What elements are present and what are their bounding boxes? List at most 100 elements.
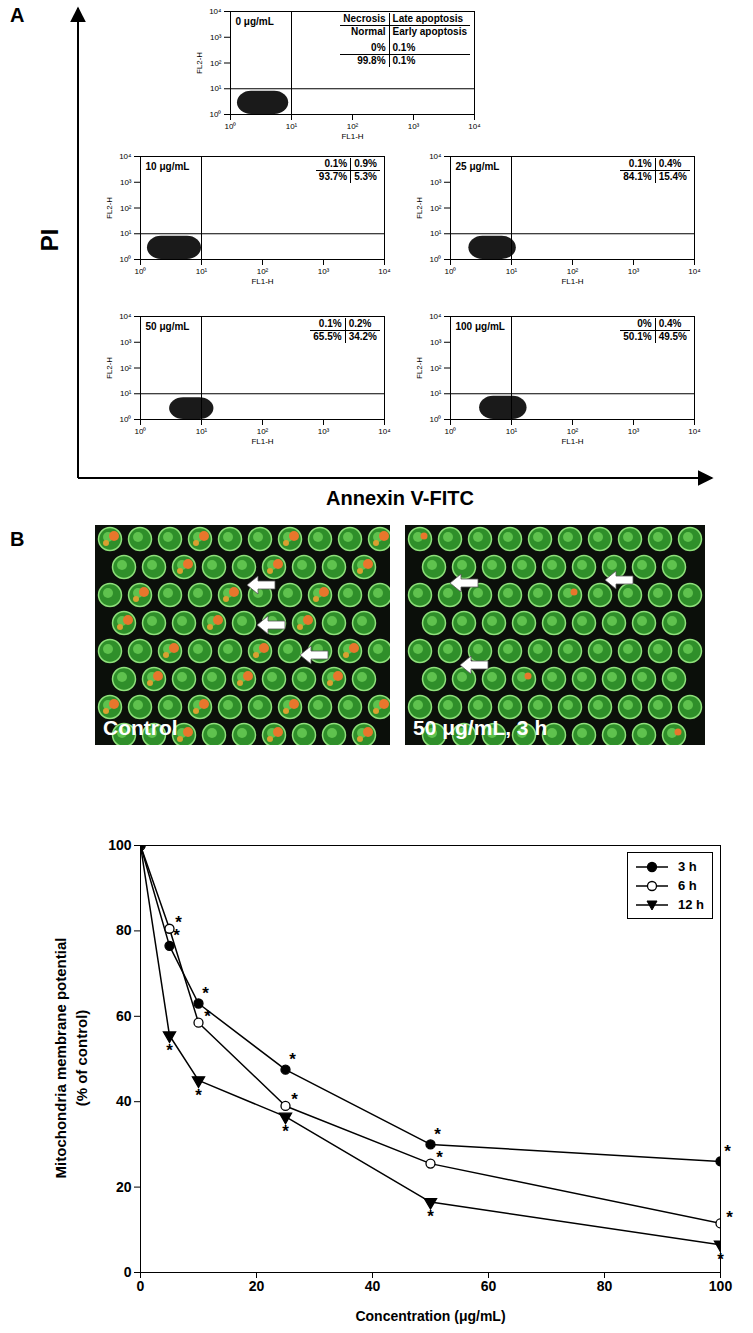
svg-text:PI: PI <box>36 229 63 252</box>
svg-text:*: * <box>434 1125 441 1144</box>
svg-text:FL2-H: FL2-H <box>415 197 424 219</box>
svg-text:10²: 10² <box>257 427 269 436</box>
svg-text:FL1-H: FL1-H <box>251 277 273 286</box>
svg-text:FL1-H: FL1-H <box>251 437 273 446</box>
svg-text:*: * <box>195 1086 202 1105</box>
svg-text:10²: 10² <box>567 267 579 276</box>
svg-text:80: 80 <box>597 1278 613 1294</box>
svg-text:10²: 10² <box>430 364 442 373</box>
svg-text:10³: 10³ <box>628 267 640 276</box>
svg-text:10¹: 10¹ <box>286 122 298 131</box>
svg-text:*: * <box>175 913 182 932</box>
html-text:6 h: 6 h <box>678 878 697 893</box>
svg-text:20: 20 <box>116 1179 132 1195</box>
svg-text:10⁰: 10⁰ <box>430 255 442 264</box>
svg-text:10⁰: 10⁰ <box>210 110 222 119</box>
svg-text:*: * <box>202 984 209 1003</box>
svg-text:10⁴: 10⁴ <box>378 427 391 436</box>
svg-text:20: 20 <box>249 1278 265 1294</box>
svg-text:10³: 10³ <box>318 427 330 436</box>
svg-text:10²: 10² <box>257 267 269 276</box>
svg-text:*: * <box>724 1142 731 1161</box>
svg-text:Concentration (μg/mL): Concentration (μg/mL) <box>355 1308 505 1324</box>
svg-text:10⁰: 10⁰ <box>225 122 237 131</box>
svg-text:10⁰: 10⁰ <box>135 427 147 436</box>
svg-text:100: 100 <box>108 837 132 853</box>
svg-text:10⁴: 10⁴ <box>378 267 391 276</box>
svg-text:100: 100 <box>709 1278 733 1294</box>
svg-text:40: 40 <box>365 1278 381 1294</box>
svg-text:FL2-H: FL2-H <box>105 357 114 379</box>
svg-text:FL1-H: FL1-H <box>561 277 583 286</box>
svg-text:*: * <box>427 1207 434 1226</box>
svg-text:10⁴: 10⁴ <box>429 312 442 321</box>
svg-text:10²: 10² <box>430 204 442 213</box>
svg-text:10¹: 10¹ <box>210 84 222 93</box>
svg-text:10³: 10³ <box>430 178 442 187</box>
svg-text:40: 40 <box>116 1093 132 1109</box>
svg-text:10³: 10³ <box>628 427 640 436</box>
svg-text:10³: 10³ <box>210 33 222 42</box>
svg-text:10⁴: 10⁴ <box>688 267 701 276</box>
svg-text:FL2-H: FL2-H <box>105 197 114 219</box>
svg-text:60: 60 <box>116 1008 132 1024</box>
svg-text:A: A <box>10 4 24 26</box>
svg-text:FL2-H: FL2-H <box>195 52 204 74</box>
svg-text:10⁴: 10⁴ <box>688 427 701 436</box>
svg-text:10³: 10³ <box>408 122 420 131</box>
svg-text:Annexin V-FITC: Annexin V-FITC <box>326 487 474 509</box>
svg-text:10³: 10³ <box>120 338 132 347</box>
svg-text:FL2-H: FL2-H <box>415 357 424 379</box>
svg-text:10⁴: 10⁴ <box>119 152 132 161</box>
svg-text:50 μg/mL, 3 h: 50 μg/mL, 3 h <box>413 716 547 739</box>
svg-text:10⁰: 10⁰ <box>430 415 442 424</box>
svg-text:*: * <box>289 1050 296 1069</box>
svg-text:10¹: 10¹ <box>120 389 132 398</box>
svg-text:0 μg/mL: 0 μg/mL <box>236 16 274 27</box>
svg-text:10⁴: 10⁴ <box>119 312 132 321</box>
svg-text:*: * <box>166 1041 173 1060</box>
svg-text:10³: 10³ <box>318 267 330 276</box>
svg-text:10¹: 10¹ <box>196 427 208 436</box>
svg-text:*: * <box>436 1148 443 1167</box>
svg-text:10⁰: 10⁰ <box>445 267 457 276</box>
svg-text:10⁰: 10⁰ <box>120 255 132 264</box>
svg-text:25 μg/mL: 25 μg/mL <box>456 161 500 172</box>
svg-text:10⁰: 10⁰ <box>445 427 457 436</box>
svg-text:10²: 10² <box>210 59 222 68</box>
svg-text:10⁰: 10⁰ <box>135 267 147 276</box>
svg-text:10³: 10³ <box>430 338 442 347</box>
html-text:3 h: 3 h <box>678 859 697 874</box>
svg-text:50 μg/mL: 50 μg/mL <box>146 321 190 332</box>
svg-text:10³: 10³ <box>120 178 132 187</box>
svg-text:0: 0 <box>124 1264 132 1280</box>
svg-text:10²: 10² <box>120 204 132 213</box>
svg-text:*: * <box>204 1007 211 1026</box>
svg-text:10²: 10² <box>567 427 579 436</box>
svg-text:*: * <box>726 1208 733 1227</box>
svg-text:10¹: 10¹ <box>430 229 442 238</box>
svg-text:10¹: 10¹ <box>196 267 208 276</box>
svg-text:60: 60 <box>481 1278 497 1294</box>
svg-text:10²: 10² <box>347 122 359 131</box>
svg-text:80: 80 <box>116 922 132 938</box>
svg-text:10¹: 10¹ <box>120 229 132 238</box>
svg-text:10¹: 10¹ <box>506 267 518 276</box>
html-text:Mitochondria membrane potentia: Mitochondria membrane potential (% of co… <box>52 937 90 1179</box>
svg-text:10⁴: 10⁴ <box>209 7 222 16</box>
html-text:B: B <box>10 528 25 550</box>
svg-text:10¹: 10¹ <box>506 427 518 436</box>
svg-text:10⁴: 10⁴ <box>429 152 442 161</box>
svg-text:*: * <box>282 1122 289 1141</box>
svg-text:10⁴: 10⁴ <box>468 122 481 131</box>
svg-text:10⁰: 10⁰ <box>120 415 132 424</box>
svg-text:100 μg/mL: 100 μg/mL <box>456 321 505 332</box>
svg-text:0: 0 <box>137 1278 145 1294</box>
svg-text:FL1-H: FL1-H <box>341 132 363 141</box>
svg-text:FL1-H: FL1-H <box>561 437 583 446</box>
svg-text:10 μg/mL: 10 μg/mL <box>146 161 190 172</box>
svg-text:*: * <box>291 1090 298 1109</box>
svg-text:10¹: 10¹ <box>430 389 442 398</box>
svg-text:Control: Control <box>103 716 178 739</box>
svg-text:10²: 10² <box>120 364 132 373</box>
